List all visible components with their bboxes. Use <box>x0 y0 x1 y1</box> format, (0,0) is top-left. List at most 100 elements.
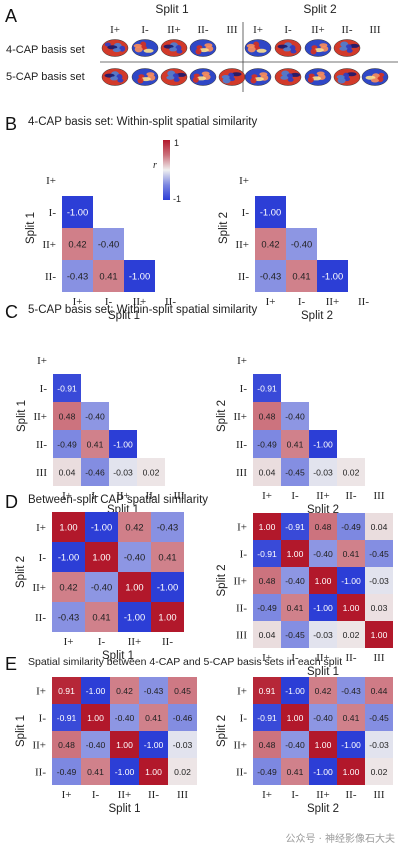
cell-value-label: 0.04 <box>371 522 388 532</box>
cell-value-label: 0.42 <box>261 238 279 249</box>
cap-label: I+ <box>253 24 263 36</box>
heatmap-cell <box>337 621 365 648</box>
cell-value-label: 0.48 <box>58 740 75 750</box>
heatmap-cell <box>124 260 155 292</box>
cell-value-label: 0.41 <box>92 611 110 622</box>
heatmap-cell <box>151 602 184 632</box>
heatmap-cell <box>253 704 281 731</box>
heatmap-cell <box>110 731 139 758</box>
cell-value-label: 0.91 <box>58 686 75 696</box>
x-axis-label: Split 1 <box>109 803 141 815</box>
x-tick-label: II- <box>165 296 176 308</box>
cell-value-label: 0.48 <box>315 522 332 532</box>
cell-value-label: 1.00 <box>158 611 176 622</box>
y-axis-label: Split 1 <box>16 400 28 432</box>
heatmap-cell <box>62 228 93 260</box>
heatmap-cell <box>253 458 281 486</box>
y-tick-label: III <box>236 630 247 642</box>
heatmap-cell <box>337 458 365 486</box>
cell-value-label: -0.49 <box>341 522 361 532</box>
cell-value-label: -0.91 <box>285 522 305 532</box>
heatmap-c-split1: -0.91 0.48 -0.40 -0.49 0.41 -1.00 0.04 -0.46 -0.… <box>16 355 185 516</box>
heatmap-cell <box>118 512 151 542</box>
heatmap-cell <box>365 758 393 785</box>
colorbar-max-label: 1 <box>174 138 179 148</box>
cell-value-label: -0.43 <box>67 270 88 281</box>
heatmap-cell <box>281 458 309 486</box>
heatmap-cell <box>53 430 81 458</box>
brain-map-thumbnail <box>189 68 217 86</box>
x-tick-label: II- <box>162 636 173 648</box>
cell-value-label: 0.02 <box>143 467 160 477</box>
panel-letter-d: D <box>5 492 18 512</box>
heatmap-cell <box>281 704 309 731</box>
x-tick-label: II+ <box>128 636 142 648</box>
x-tick-label: I+ <box>64 636 74 648</box>
panel-b-title: 4-CAP basis set: Within-split spatial si… <box>28 116 257 128</box>
y-tick-label: II+ <box>32 582 46 594</box>
heatmap-cell <box>52 731 81 758</box>
cell-value-label: 1.00 <box>371 630 388 640</box>
heatmap-cell <box>168 731 197 758</box>
brain-map-thumbnail <box>244 39 272 57</box>
heatmap-cell <box>281 513 309 540</box>
x-tick-label: I+ <box>266 296 276 308</box>
y-tick-label: II- <box>236 767 247 779</box>
cell-value-label: 1.00 <box>315 576 332 586</box>
cell-value-label: 1.00 <box>315 740 332 750</box>
brain-map-thumbnail <box>361 68 389 86</box>
heatmap-cell <box>81 731 110 758</box>
cell-value-label: 0.45 <box>174 686 191 696</box>
cell-value-label: 0.41 <box>87 439 104 449</box>
cell-value-label: -1.00 <box>115 767 135 777</box>
brain-map-thumbnail <box>274 39 302 57</box>
x-tick-label: I- <box>291 490 299 502</box>
heatmap-cell <box>365 621 393 648</box>
heatmap-cell <box>81 430 109 458</box>
colorbar-min-label: -1 <box>173 194 181 204</box>
y-axis-label: Split 1 <box>15 715 27 747</box>
colorbar-gradient <box>163 140 170 200</box>
cell-value-label: -1.00 <box>58 551 79 562</box>
heatmap-cell <box>85 572 118 602</box>
x-tick-label: I- <box>105 296 113 308</box>
x-tick-label: III <box>174 490 185 502</box>
x-axis-label: Split 2 <box>301 310 333 322</box>
heatmap-cell <box>137 458 165 486</box>
cell-value-label: -0.40 <box>285 411 305 421</box>
y-tick-label: II+ <box>233 411 247 423</box>
cell-value-label: -0.91 <box>257 713 277 723</box>
cell-value-label: -0.91 <box>57 383 77 393</box>
y-tick-label: I- <box>240 549 248 561</box>
heatmap-cell <box>53 374 81 402</box>
cell-value-label: -0.03 <box>313 467 333 477</box>
x-tick-label: I+ <box>262 652 272 664</box>
heatmap-cell <box>81 677 110 704</box>
x-tick-label: II+ <box>316 789 330 801</box>
heatmap-cell <box>85 602 118 632</box>
cell-value-label: -1.00 <box>129 270 150 281</box>
cell-value-label: -1.00 <box>113 439 133 449</box>
heatmap-cell <box>281 594 309 621</box>
cell-value-label: -0.45 <box>285 467 305 477</box>
x-tick-label: II+ <box>116 490 130 502</box>
heatmap-cell <box>109 458 137 486</box>
cell-value-label: 1.00 <box>59 521 77 532</box>
panel-e-title: Spatial similarity between 4-CAP and 5-C… <box>28 656 342 668</box>
heatmap-cell <box>151 512 184 542</box>
y-tick-label: II- <box>236 603 247 615</box>
x-tick-label: III <box>177 789 188 801</box>
cell-value-label: -0.49 <box>257 439 277 449</box>
x-axis-label: Split 1 <box>307 666 339 678</box>
cell-value-label: 0.42 <box>116 686 133 696</box>
cell-value-label: -1.00 <box>341 740 361 750</box>
x-tick-label: II+ <box>118 789 132 801</box>
x-tick-label: II- <box>346 789 357 801</box>
cell-value-label: -0.49 <box>257 767 277 777</box>
cell-value-label: -0.40 <box>91 581 112 592</box>
x-tick-label: I+ <box>262 490 272 502</box>
brain-map-thumbnail <box>131 39 159 57</box>
split-title-2: Split 2 <box>303 2 337 16</box>
cell-value-label: -0.49 <box>57 439 77 449</box>
x-axis-label: Split 1 <box>108 310 140 322</box>
